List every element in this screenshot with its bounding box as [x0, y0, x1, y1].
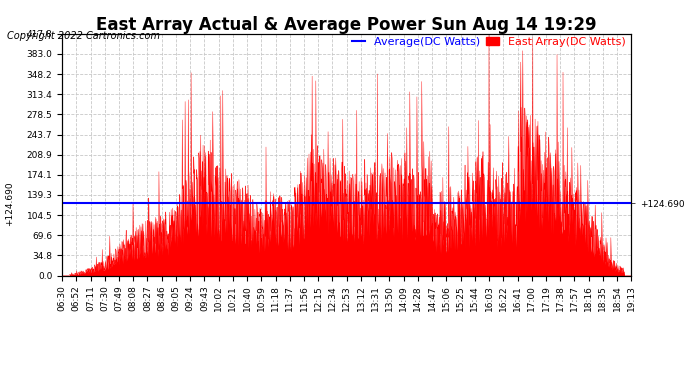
Legend: Average(DC Watts), East Array(DC Watts): Average(DC Watts), East Array(DC Watts) — [352, 37, 626, 47]
Text: Copyright 2022 Cartronics.com: Copyright 2022 Cartronics.com — [7, 32, 160, 41]
Text: +124.690: +124.690 — [5, 181, 14, 226]
Title: East Array Actual & Average Power Sun Aug 14 19:29: East Array Actual & Average Power Sun Au… — [97, 16, 597, 34]
